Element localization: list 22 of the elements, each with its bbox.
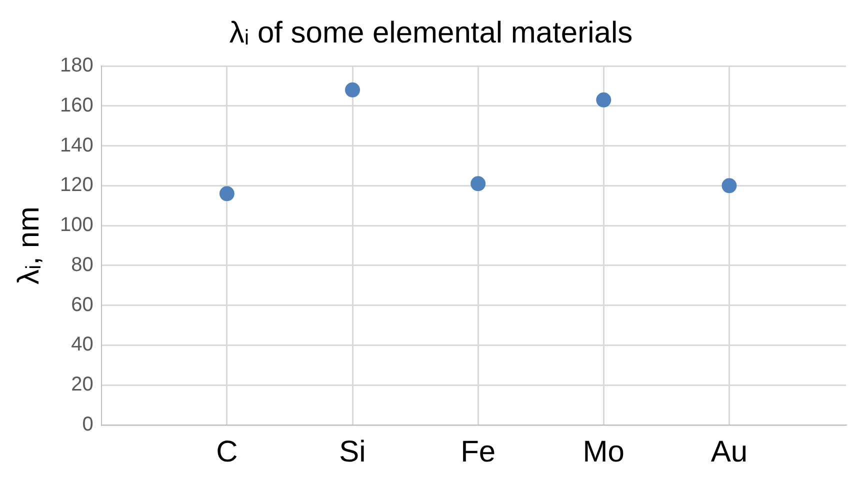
y-tick-label: 160: [60, 94, 94, 116]
point: [345, 82, 360, 98]
y-tick-label: 120: [60, 174, 94, 196]
x-tick-label: Mo: [582, 435, 624, 468]
point: [470, 176, 486, 192]
y-tick-label: 180: [60, 54, 94, 77]
y-axis-title: λᵢ, nm: [12, 206, 46, 285]
x-tick-label: Fe: [460, 435, 496, 468]
y-tick-label: 100: [60, 214, 94, 236]
x-tick-label: Si: [339, 435, 366, 468]
point: [722, 178, 737, 194]
chart-title: λᵢ of some elemental materials: [229, 16, 633, 50]
y-tick-label: 20: [71, 374, 94, 396]
point: [596, 92, 612, 108]
y-tick-label: 80: [71, 254, 94, 276]
x-tick-label: Au: [710, 435, 748, 468]
x-tick-label: C: [216, 435, 238, 468]
y-tick-label: 140: [60, 134, 94, 156]
point: [219, 186, 234, 202]
y-tick-label: 60: [71, 294, 94, 316]
y-tick-label: 40: [71, 334, 94, 356]
y-tick-label: 0: [82, 414, 94, 436]
